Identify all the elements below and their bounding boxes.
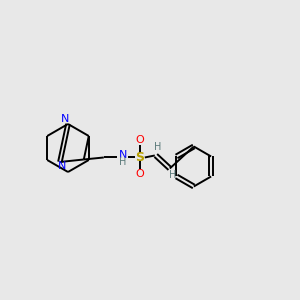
Text: H: H: [169, 170, 176, 181]
Text: N: N: [61, 114, 69, 124]
Text: N: N: [58, 161, 66, 171]
Text: N: N: [118, 151, 127, 160]
Text: O: O: [135, 136, 144, 146]
Text: H: H: [154, 142, 161, 152]
Text: O: O: [135, 169, 144, 179]
Text: H: H: [119, 158, 127, 167]
Text: S: S: [135, 151, 144, 164]
